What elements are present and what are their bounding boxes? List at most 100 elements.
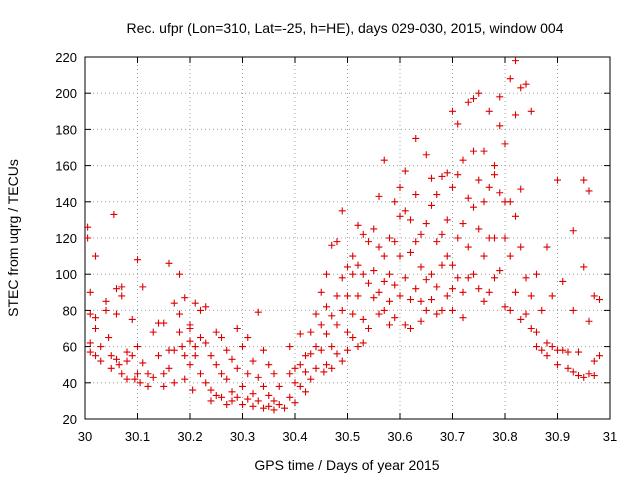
data-point-marker: [517, 185, 525, 193]
data-point-marker: [522, 80, 530, 88]
y-tick-label: 160: [55, 159, 77, 174]
data-point-marker: [428, 270, 435, 278]
data-point-marker: [459, 156, 467, 164]
data-point-marker: [449, 285, 456, 293]
x-tick-label: 30.9: [545, 429, 570, 444]
data-point-marker: [506, 252, 514, 260]
data-point-marker: [470, 203, 477, 211]
data-point-marker: [391, 314, 399, 322]
data-point-marker: [102, 297, 110, 305]
data-point-marker: [197, 306, 204, 314]
data-point-marker: [375, 192, 383, 200]
data-point-marker: [207, 386, 215, 394]
data-point-marker: [449, 107, 456, 115]
y-tick-label: 80: [63, 303, 77, 318]
data-point-marker: [86, 310, 94, 318]
y-tick-label: 100: [55, 267, 77, 282]
data-point-marker: [212, 328, 220, 336]
data-point-marker: [105, 334, 113, 342]
data-point-marker: [328, 241, 336, 249]
data-point-marker: [354, 343, 362, 351]
data-point-marker: [123, 357, 131, 365]
y-tick-label: 40: [63, 376, 77, 391]
data-point-marker: [160, 319, 168, 327]
data-point-marker: [349, 252, 357, 260]
data-point-marker: [323, 270, 330, 278]
data-point-marker: [522, 310, 530, 318]
data-point-marker: [86, 348, 94, 356]
data-point-marker: [433, 283, 441, 291]
data-point-marker: [202, 339, 210, 347]
data-point-marker: [412, 134, 420, 142]
data-point-marker: [92, 314, 99, 322]
data-point-marker: [585, 187, 593, 195]
data-point-marker: [580, 263, 588, 271]
data-point-marker: [113, 285, 120, 293]
data-point-marker: [228, 397, 236, 405]
data-point-marker: [517, 243, 525, 251]
data-point-marker: [386, 234, 393, 242]
data-point-marker: [365, 238, 372, 246]
data-point-marker: [149, 328, 157, 336]
data-point-marker: [543, 339, 551, 347]
data-point-marker: [580, 176, 588, 184]
data-point-marker: [585, 317, 593, 325]
data-point-marker: [506, 198, 514, 206]
data-point-marker: [323, 330, 330, 338]
data-point-marker: [391, 281, 399, 289]
data-point-marker: [338, 274, 346, 282]
data-point-marker: [480, 297, 488, 305]
data-point-marker: [239, 401, 246, 409]
data-point-marker: [396, 183, 404, 191]
data-point-marker: [197, 370, 204, 378]
data-point-marker: [491, 274, 498, 282]
data-point-marker: [338, 357, 346, 365]
axis-ticks: 30 30.1 30.2 30.3 30.4 30.5 30.6 30.7 30.8 30.9 31…: [55, 50, 617, 444]
data-point-marker: [223, 375, 231, 383]
y-tick-label: 20: [63, 412, 77, 427]
data-point-marker: [275, 401, 283, 409]
data-point-marker: [501, 234, 509, 242]
data-point-marker: [107, 352, 115, 360]
data-point-marker: [501, 140, 509, 148]
data-point-marker: [564, 348, 572, 356]
data-point-marker: [359, 230, 367, 238]
data-point-marker: [354, 221, 362, 229]
data-point-marker: [270, 370, 278, 378]
data-point-marker: [291, 399, 299, 407]
data-point-marker: [254, 308, 262, 316]
data-point-marker: [212, 391, 220, 399]
data-point-marker: [401, 274, 409, 282]
data-point-marker: [480, 147, 488, 155]
data-point-marker: [307, 328, 315, 336]
data-point-marker: [202, 379, 210, 387]
data-point-marker: [249, 390, 257, 398]
y-tick-label: 180: [55, 122, 77, 137]
data-point-marker: [438, 172, 446, 180]
y-tick-label: 140: [55, 195, 77, 210]
data-point-marker: [307, 375, 315, 383]
data-point-marker: [386, 270, 393, 278]
data-point-marker: [533, 343, 540, 351]
data-point-marker: [480, 252, 488, 260]
data-point-marker: [380, 252, 388, 260]
data-point-marker: [239, 343, 246, 351]
data-point-marker: [123, 348, 131, 356]
data-point-marker: [260, 404, 267, 412]
data-point-marker: [496, 267, 504, 275]
data-point-marker: [533, 270, 540, 278]
data-point-marker: [401, 321, 409, 329]
data-point-marker: [512, 288, 519, 296]
data-point-marker: [320, 368, 328, 376]
data-point-marker: [349, 334, 357, 342]
data-point-marker: [401, 167, 409, 175]
data-point-marker: [449, 183, 456, 191]
data-point-marker: [302, 368, 309, 376]
data-markers: [84, 57, 603, 414]
data-point-marker: [464, 98, 472, 106]
data-point-marker: [396, 212, 404, 220]
data-point-marker: [131, 375, 139, 383]
data-point-marker: [590, 292, 598, 300]
data-point-marker: [596, 352, 603, 360]
